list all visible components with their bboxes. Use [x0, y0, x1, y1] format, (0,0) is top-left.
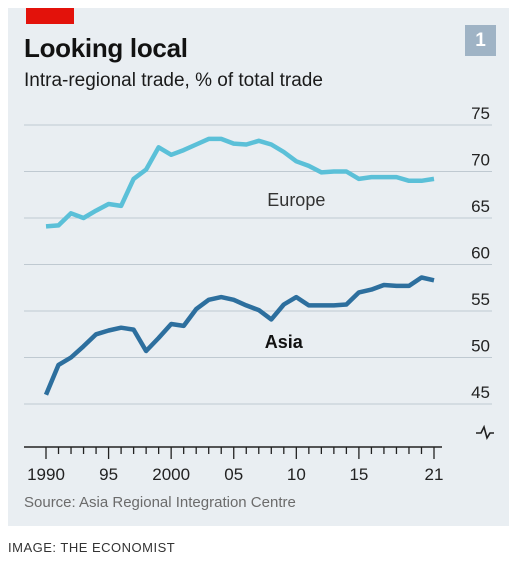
chart-number-badge: 1	[465, 25, 496, 56]
y-tick-label: 75	[471, 104, 490, 123]
brand-tag	[26, 8, 74, 24]
x-tick-label: 05	[224, 465, 243, 484]
series-line-asia	[43, 275, 435, 396]
chart-title: Looking local	[24, 33, 188, 63]
labels: 45 50 55 60 65 70 75 1990 95 2000 05 10 15 21 Europe As…	[27, 104, 490, 484]
x-axis	[24, 424, 494, 459]
source-note: Source: Asia Regional Integration Centre	[24, 494, 296, 511]
y-tick-label: 60	[471, 244, 490, 263]
image-credit: IMAGE: THE ECONOMIST	[8, 540, 176, 555]
chart-subtitle: Intra-regional trade, % of total trade	[24, 70, 323, 91]
y-tick-label: 70	[471, 151, 490, 170]
gridlines	[24, 124, 492, 405]
series-label-europe: Europe	[267, 190, 325, 210]
axis-break-icon	[476, 424, 494, 441]
y-tick-label: 50	[471, 337, 490, 356]
series-lines	[43, 136, 435, 396]
x-tick-label: 15	[349, 465, 368, 484]
x-tick-label: 2000	[152, 465, 190, 484]
series-label-asia: Asia	[265, 332, 304, 352]
y-tick-label: 65	[471, 197, 490, 216]
x-tick-label: 10	[287, 465, 306, 484]
y-tick-label: 55	[471, 290, 490, 309]
x-tick-label: 95	[99, 465, 118, 484]
chart-card	[8, 8, 509, 526]
series-line-europe	[45, 136, 435, 229]
x-tick-label: 21	[425, 465, 444, 484]
y-tick-label: 45	[471, 383, 490, 402]
x-tick-label: 1990	[27, 465, 65, 484]
